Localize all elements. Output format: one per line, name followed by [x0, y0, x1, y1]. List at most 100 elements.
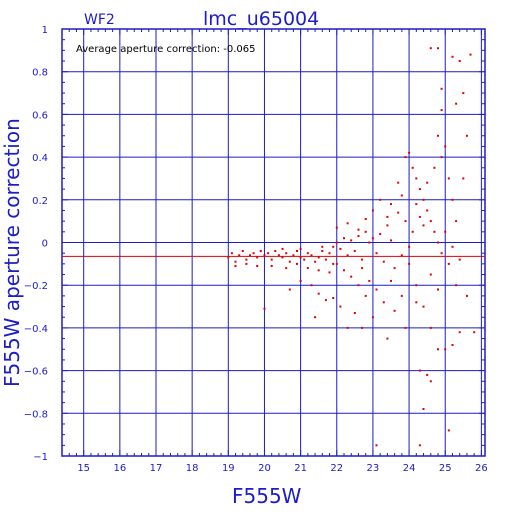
data-point [335, 262, 338, 265]
data-point [382, 260, 385, 263]
data-point [400, 254, 403, 257]
x-tick-label: 25 [439, 463, 452, 474]
data-point [234, 260, 237, 263]
data-point [357, 284, 360, 287]
data-point [447, 262, 450, 265]
data-point [440, 252, 443, 255]
data-point [249, 254, 251, 257]
data-point [364, 294, 367, 297]
data-point [299, 247, 302, 250]
chip-label: WF2 [84, 12, 115, 28]
data-point [426, 209, 429, 212]
data-point [227, 256, 230, 259]
data-point [332, 245, 335, 248]
y-tick-label: −0.6 [24, 367, 48, 378]
y-tick-label: 0.6 [32, 110, 48, 121]
data-point [397, 181, 400, 184]
data-point [447, 177, 450, 180]
data-point [321, 245, 324, 248]
data-point [245, 262, 248, 265]
y-tick-label: 0.4 [32, 153, 48, 164]
data-point [368, 279, 371, 282]
data-point [324, 258, 327, 261]
data-point [458, 60, 461, 62]
data-point [400, 294, 403, 297]
data-point [375, 252, 378, 255]
data-point [386, 337, 389, 340]
y-tick-labels: 1 0.8 0.6 0.4 0.2 0 −0.2 −0.4 −0.6 −0.8 −1 [24, 25, 48, 463]
y-tick-label: 0.8 [32, 68, 48, 79]
data-point [277, 254, 280, 257]
data-point [444, 348, 447, 351]
data-point [288, 260, 291, 263]
data-point [429, 220, 432, 223]
data-point [437, 47, 439, 50]
data-point [270, 265, 273, 267]
data-point [361, 258, 364, 261]
data-point [429, 326, 432, 329]
data-point [390, 203, 392, 206]
data-point [339, 247, 342, 250]
data-point [386, 224, 389, 227]
data-point [364, 230, 367, 233]
data-point [426, 373, 429, 376]
data-point [404, 220, 407, 223]
y-tick-label: 1 [42, 25, 48, 36]
data-point [375, 288, 378, 291]
x-tick-label: 26 [475, 463, 488, 474]
data-point [458, 331, 461, 334]
data-point [408, 151, 411, 154]
data-point [314, 316, 317, 319]
data-point [252, 252, 255, 255]
data-point [437, 288, 439, 291]
data-point [371, 316, 374, 319]
data-point [408, 262, 411, 265]
y-tick-label: 0 [42, 239, 48, 250]
data-point [368, 241, 371, 244]
y-tick-label: −0.4 [24, 324, 48, 335]
data-point [422, 408, 425, 410]
data-point [346, 222, 349, 225]
data-point [296, 262, 298, 265]
data-point [422, 305, 425, 308]
x-tick-label: 18 [186, 463, 199, 474]
y-tick-label: −0.8 [24, 409, 48, 420]
data-point [390, 279, 392, 282]
data-point [256, 256, 259, 259]
data-point [393, 267, 396, 270]
data-point [361, 267, 364, 270]
data-point [350, 275, 353, 278]
data-point [455, 220, 458, 223]
data-point [379, 198, 382, 201]
data-point [429, 273, 432, 276]
y-axis-label: F555W aperture correction [0, 118, 24, 387]
x-tick-label: 23 [367, 463, 380, 474]
data-point [447, 429, 450, 432]
data-point [437, 134, 439, 137]
data-point [455, 102, 458, 105]
data-point [429, 380, 432, 383]
data-point [444, 145, 447, 148]
data-point [321, 250, 324, 252]
data-point [361, 326, 364, 329]
data-point [328, 252, 331, 255]
data-point [332, 297, 335, 299]
data-point [350, 239, 353, 242]
data-point [462, 177, 465, 180]
data-point [455, 284, 458, 287]
data-point [465, 294, 468, 297]
x-tick-label: 16 [113, 463, 126, 474]
data-point [400, 194, 403, 197]
data-point [375, 444, 378, 447]
data-point [451, 245, 454, 248]
data-point [444, 230, 447, 233]
data-point [230, 252, 233, 255]
data-point [418, 188, 421, 191]
data-point [465, 134, 468, 137]
data-point [332, 262, 335, 265]
data-point [317, 256, 320, 259]
data-point [281, 256, 284, 259]
data-point [390, 239, 392, 242]
x-tick-label: 19 [222, 463, 235, 474]
data-point [371, 209, 374, 212]
